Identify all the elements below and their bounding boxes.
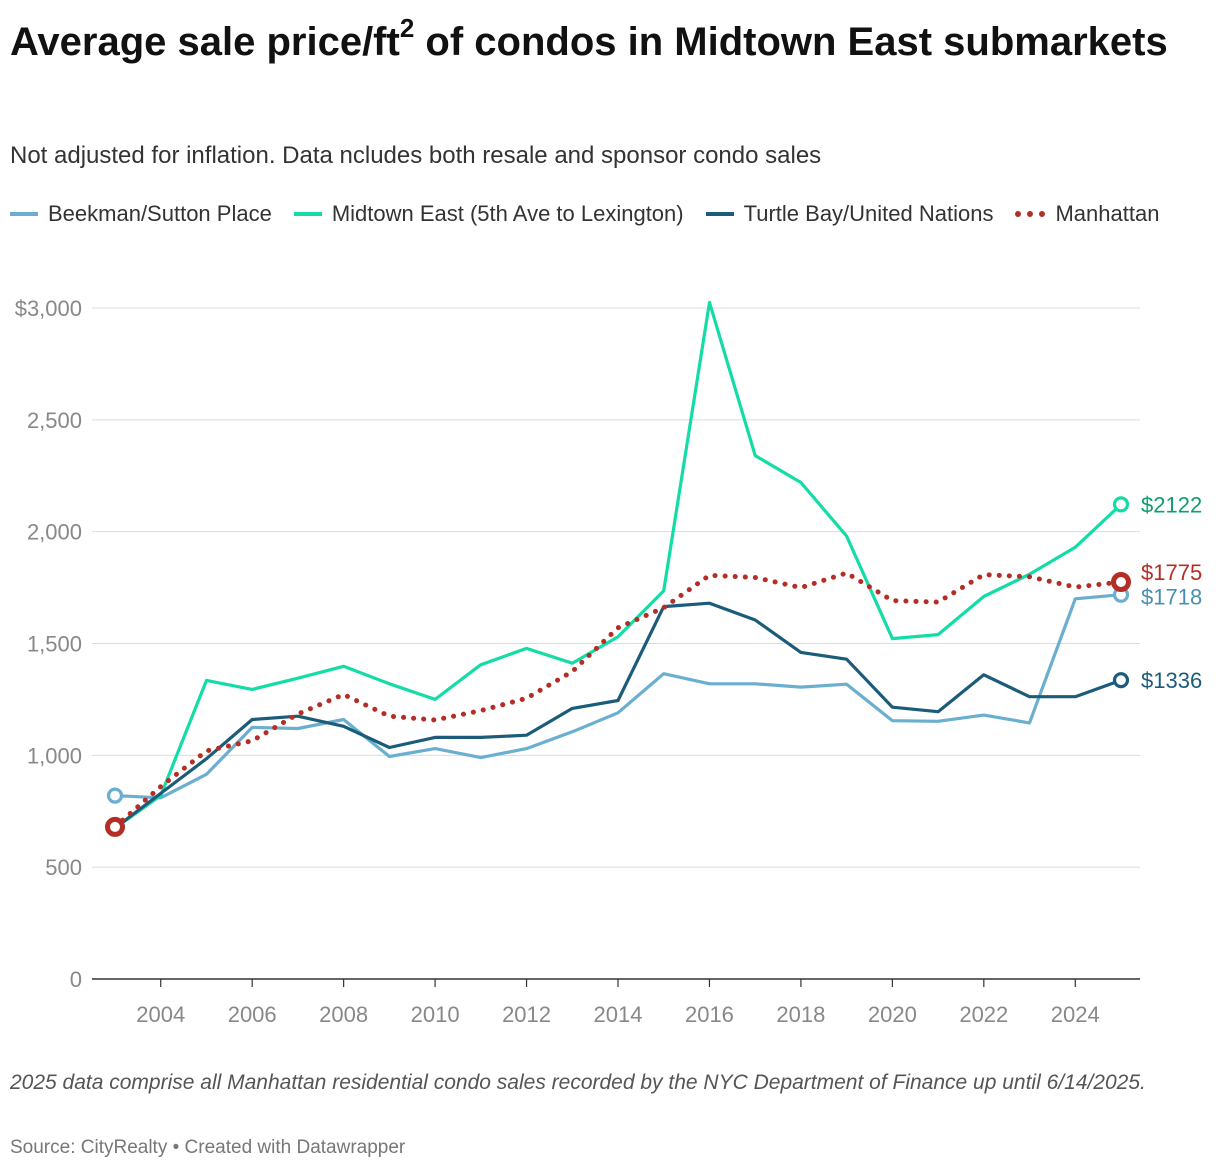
end-marker-midtown-east-5th-ave-to-lexington: [1112, 496, 1130, 513]
chart-title: Average sale price/ft2 of condos in Midt…: [10, 15, 1190, 66]
legend-label-beekman-sutton: Beekman/Sutton Place: [48, 201, 272, 226]
legend-swatch-beekman-sutton: [10, 212, 38, 216]
x-axis-ticks: 2004 2006 2008 2010 2012 2014 2016 2018 2020 2022…: [136, 979, 1100, 1027]
x-tick-label: 2004: [136, 1002, 185, 1027]
x-tick-label: 2020: [868, 1002, 917, 1027]
chart-note: 2025 data comprise all Manhattan residen…: [10, 1071, 1146, 1094]
series-end-markers: $1718 $2122 $1336 $1775: [105, 492, 1202, 837]
x-tick-label: 2014: [594, 1002, 643, 1027]
series-line-turtle-bay-united-nations: [113, 601, 1123, 830]
chart-title-rest: of condos in Midtown East submarkets: [414, 20, 1168, 64]
y-axis-ticks: 0 500 1,000 1,500 2,000 2,500 $3,000: [15, 296, 82, 992]
x-tick-label: 2016: [685, 1002, 734, 1027]
x-tick-label: 2010: [411, 1002, 460, 1027]
legend-swatch-midtown-east: [293, 212, 322, 216]
start-marker-beekman-sutton-place: [106, 787, 124, 804]
legend: Beekman/Sutton Place Midtown East (5th A…: [10, 199, 1190, 229]
x-tick-label: 2018: [776, 1002, 825, 1027]
legend-label-midtown-east: Midtown East (5th Ave to Lexington): [331, 201, 684, 226]
x-tick-label: 2012: [502, 1002, 551, 1027]
start-marker-manhattan: [105, 816, 125, 837]
chart-title-text: Average sale price/ft: [10, 20, 400, 64]
series-lines: [112, 300, 1124, 830]
legend-item-manhattan: Manhattan: [1015, 199, 1159, 229]
end-marker-turtle-bay-united-nations: [1112, 672, 1130, 689]
chart-title-superscript: 2: [399, 12, 415, 43]
chart-source: Source: CityRealty • Created with Datawr…: [10, 1137, 406, 1158]
y-tick-label: $3,000: [15, 296, 82, 321]
end-label-midtown-east-5th-ave-to-lexington: $2122: [1141, 492, 1202, 517]
y-tick-label: 2,500: [27, 408, 82, 433]
x-tick-label: 2022: [959, 1002, 1008, 1027]
y-tick-label: 500: [45, 855, 82, 880]
grid-lines: [92, 307, 1140, 980]
series-line-beekman-sutton-place: [113, 593, 1123, 800]
legend-label-turtle-bay: Turtle Bay/United Nations: [743, 201, 994, 226]
y-tick-label: 0: [70, 967, 82, 992]
y-tick-label: 1,000: [27, 743, 82, 768]
legend-swatch-turtle-bay: [705, 212, 734, 216]
end-label-beekman-sutton-place: $1718: [1141, 585, 1202, 610]
x-tick-label: 2006: [228, 1002, 277, 1027]
legend-swatch-manhattan: [1015, 211, 1046, 217]
chart-subtitle: Not adjusted for inflation. Data ncludes…: [10, 142, 822, 169]
legend-label-manhattan: Manhattan: [1055, 201, 1160, 226]
x-tick-label: 2024: [1051, 1002, 1100, 1027]
y-tick-label: 2,000: [27, 520, 82, 545]
end-marker-manhattan: [1111, 571, 1131, 592]
series-line-manhattan: [112, 570, 1124, 830]
end-label-manhattan: $1775: [1141, 560, 1202, 585]
end-label-turtle-bay-united-nations: $1336: [1141, 668, 1202, 693]
legend-item-turtle-bay: Turtle Bay/United Nations: [705, 199, 994, 229]
legend-item-midtown-east: Midtown East (5th Ave to Lexington): [293, 199, 684, 229]
series-line-midtown-east-5th-ave-to-lexington: [113, 300, 1123, 830]
y-tick-label: 1,500: [27, 632, 82, 657]
legend-item-beekman-sutton: Beekman/Sutton Place: [10, 199, 272, 229]
x-tick-label: 2008: [319, 1002, 368, 1027]
